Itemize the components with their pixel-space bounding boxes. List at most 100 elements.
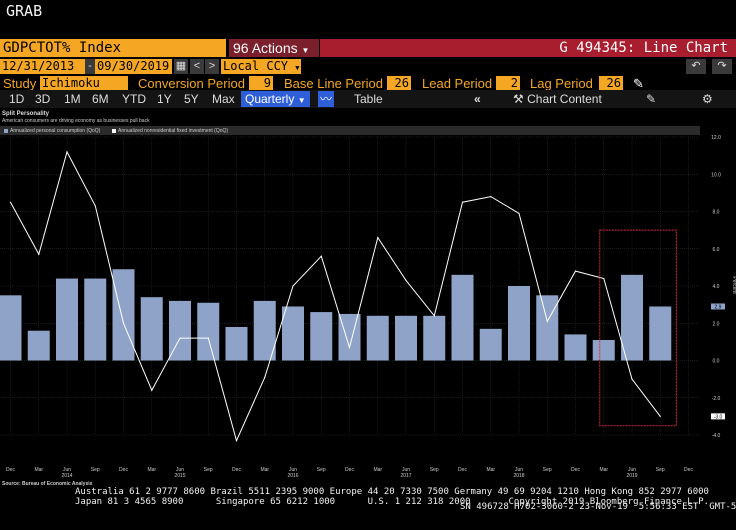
chart-content-label: Chart Content (527, 92, 602, 106)
line-point (320, 255, 322, 257)
x-tick-label: Sep (317, 467, 326, 473)
x-year-label: 2015 (174, 473, 185, 479)
chevron-down-icon: ▼ (295, 64, 300, 72)
x-tick-label: Sep (543, 467, 552, 473)
collapse-icon[interactable]: « (474, 92, 481, 106)
ticker-field[interactable]: GDPCTOT% Index (0, 39, 226, 57)
next-period-button[interactable]: > (205, 59, 219, 74)
x-tick-label: Jun (63, 467, 71, 473)
study-select[interactable]: Ichimoku (40, 76, 128, 91)
legend-bar (0, 126, 700, 135)
line-point (348, 346, 351, 349)
title-bar (320, 39, 736, 57)
x-tick-label: Dec (232, 467, 241, 473)
bar (564, 334, 587, 361)
x-tick-label: Dec (571, 467, 580, 473)
x-tick-label: Sep (656, 467, 665, 473)
bar (0, 295, 22, 361)
line-point (66, 151, 68, 153)
x-tick-label: Jun (176, 467, 184, 473)
line-point (659, 415, 661, 417)
y-tick-label: 10.0 (711, 172, 721, 178)
last-value-tag (711, 303, 725, 310)
chart-content-button[interactable]: ⚒ Chart Content (513, 91, 602, 107)
chevron-down-icon: ▼ (301, 46, 310, 55)
source-note: Source: Bureau of Economic Analysis (2, 481, 93, 487)
range-5y[interactable]: 5Y (184, 92, 199, 106)
range-3d[interactable]: 3D (35, 92, 51, 106)
line-point (574, 270, 577, 272)
table-button[interactable]: Table (354, 92, 383, 106)
range-1m[interactable]: 1M (64, 92, 81, 106)
line-point (603, 277, 605, 280)
x-tick-label: Jun (628, 467, 636, 473)
bar (423, 315, 446, 361)
line-point (235, 439, 238, 442)
gear-icon[interactable]: ⚙ (702, 92, 713, 106)
bar (310, 312, 333, 361)
line-point (490, 196, 492, 198)
line-point (9, 201, 12, 203)
line-series (10, 150, 661, 443)
lag-period-label: Lag Period (530, 76, 593, 91)
line-point (207, 337, 209, 339)
bar (112, 269, 135, 361)
end-date-input[interactable]: 09/30/2019 (95, 59, 172, 74)
x-year-label: 2018 (513, 473, 524, 479)
chart-title: Split Personality (2, 111, 50, 117)
x-tick-label: Mar (260, 467, 269, 473)
lead-period-input[interactable]: 2 (496, 76, 520, 91)
study-label: Study (3, 76, 37, 91)
conversion-period-input[interactable]: 9 (249, 76, 273, 91)
y-tick-label: 2.0 (713, 321, 720, 327)
y-axis-label: Percent (731, 276, 736, 294)
frequency-select[interactable]: Quarterly ▼ (241, 91, 310, 107)
range-1y[interactable]: 1Y (157, 92, 172, 106)
frequency-value: Quarterly (245, 92, 295, 106)
x-axis: Dec Mar Jun Sep Dec Mar Jun Sep Dec Mar Jun Sep Dec M… (6, 467, 693, 479)
currency-select[interactable]: Local CCY ▼ (221, 59, 301, 74)
edit-icon[interactable]: ✎ (646, 92, 657, 106)
legend-investment: Annualized nonresidential fixed investme… (112, 128, 228, 134)
conversion-period-label: Conversion Period (138, 76, 245, 91)
x-tick-label: Dec (684, 467, 693, 473)
range-1d[interactable]: 1D (9, 92, 25, 106)
pencil-icon[interactable]: ✎ (633, 76, 644, 91)
y-axis: 12.0 10.0 8.0 6.0 4.0 2.0 0.0 -2.0 -4.0 Percent 2.… (711, 135, 736, 439)
calendar-icon[interactable]: ▦ (174, 59, 188, 74)
start-date-input[interactable]: 12/31/2013 (0, 59, 86, 74)
x-tick-label: Mar (373, 467, 382, 473)
y-tick-label: 12.0 (711, 135, 721, 141)
line-point (461, 201, 464, 203)
x-tick-label: Mar (34, 467, 43, 473)
y-tick-label: 8.0 (713, 210, 720, 216)
prev-period-button[interactable]: < (190, 59, 204, 74)
bar (225, 326, 248, 361)
actions-prefix: 96 (233, 40, 249, 56)
lag-period-input[interactable]: 26 (599, 76, 623, 91)
line-chart-icon[interactable]: 〰 (318, 91, 334, 107)
line-point (518, 212, 520, 214)
range-6m[interactable]: 6M (92, 92, 109, 106)
chart-window-title: G 494345: Line Chart (559, 40, 728, 56)
x-tick-label: Sep (204, 467, 213, 473)
x-tick-label: Jun (515, 467, 523, 473)
y-tick-label: 0.0 (713, 359, 720, 365)
grab-label: GRAB (6, 2, 43, 20)
actions-button[interactable]: 96 Actions ▼ (229, 39, 319, 57)
line-point (122, 322, 125, 324)
range-max[interactable]: Max (212, 92, 235, 106)
range-ytd[interactable]: YTD (122, 92, 146, 106)
x-year-label: 2019 (626, 473, 637, 479)
bar (621, 274, 643, 361)
toolbar (0, 90, 736, 108)
bar (649, 306, 672, 361)
base-line-period-input[interactable]: 26 (387, 76, 411, 91)
annotation-box (599, 229, 677, 427)
x-tick-label: Dec (119, 467, 128, 473)
chart-subtitle: American consumers are driving economy a… (2, 118, 150, 124)
redo-icon[interactable]: ↷ (712, 59, 732, 74)
undo-icon[interactable]: ↶ (686, 59, 706, 74)
x-tick-label: Dec (458, 467, 467, 473)
legend-consumption-label: Annualized personal consumption (QoQ) (10, 128, 101, 134)
